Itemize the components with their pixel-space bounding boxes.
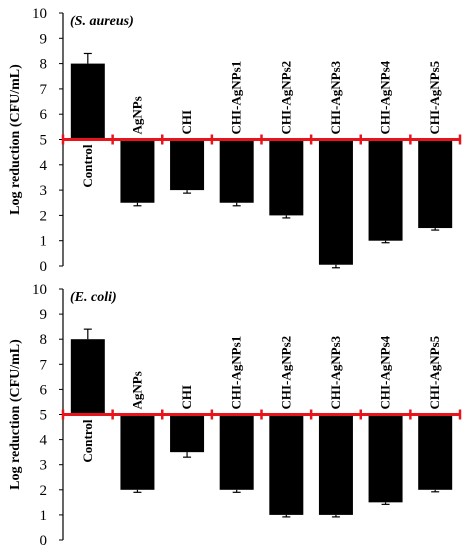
panel-1-category-label-3: CHI	[179, 110, 194, 135]
panel-1-bar-2	[120, 139, 155, 203]
panel-2-y-tick-label: 6	[40, 382, 48, 398]
panel-2-category-label-7: CHI-AgNPs4	[378, 335, 393, 409]
panel-1-y-tick-label: 0	[40, 259, 48, 275]
panel-2-bar-2	[120, 414, 155, 490]
panel-1-title: (S. aureus)	[70, 14, 134, 29]
panel-1-y-axis-label: Log reduction (CFU/mL)	[8, 64, 23, 215]
panel-1-category-label-2: AgNPs	[129, 96, 144, 134]
panel-1-bar-7	[368, 139, 403, 241]
panel-2-y-tick-label: 7	[40, 357, 48, 373]
panel-2-category-label-8: CHI-AgNPs5	[427, 335, 442, 409]
panel-1-category-label-8: CHI-AgNPs5	[427, 60, 442, 134]
panel-2-category-label-1: Control	[80, 419, 95, 462]
panel-1-category-label-6: CHI-AgNPs3	[328, 60, 343, 134]
panel-2-category-label-5: CHI-AgNPs2	[278, 336, 293, 410]
panel-2-bar-8	[418, 414, 453, 490]
panel-2-bar-1	[70, 339, 105, 415]
panel-2-category-label-3: CHI	[179, 385, 194, 410]
panel-1-bar-5	[269, 139, 304, 216]
panel-2-y-tick-label: 5	[40, 408, 48, 424]
panel-2-bar-6	[318, 414, 353, 515]
panel-1-bar-3	[170, 139, 205, 191]
panel-2-y-tick-label: 2	[40, 483, 48, 499]
panel-2-bar-3	[170, 414, 205, 453]
panel-1-category-label-5: CHI-AgNPs2	[278, 61, 293, 135]
panel-2-y-tick-label: 3	[40, 458, 48, 474]
panel-2-y-tick-label: 1	[40, 508, 48, 524]
panel-1-y-tick-label: 3	[40, 183, 48, 199]
panel-1-y-tick-label: 8	[40, 57, 48, 73]
panel-1-category-label-4: CHI-AgNPs1	[229, 61, 244, 135]
panel-2-bar-5	[269, 414, 304, 515]
panel-1-y-tick-label: 6	[40, 107, 48, 123]
panel-1-y-tick-label: 2	[40, 208, 48, 224]
panel-2-category-label-4: CHI-AgNPs1	[229, 336, 244, 410]
panel-2-y-tick-label: 4	[40, 433, 48, 449]
panel-1-category-label-7: CHI-AgNPs4	[378, 60, 393, 134]
panel-2-y-axis-label: Log reduction (CFU/mL)	[8, 339, 23, 490]
panel-2-y-tick-label: 8	[40, 332, 48, 348]
panel-1-y-tick-label: 10	[32, 6, 47, 22]
panel-2-title: (E. coli)	[70, 290, 117, 305]
panel-1-y-tick-label: 7	[40, 82, 48, 98]
panel-2-y-tick-label: 10	[32, 282, 47, 298]
panel-2-category-label-2: AgNPs	[129, 371, 144, 409]
panel-1-y-tick-label: 9	[40, 31, 48, 47]
panel-1-bar-8	[418, 139, 453, 229]
panel-2-category-label-6: CHI-AgNPs3	[328, 335, 343, 409]
panel-1-bar-4	[219, 139, 254, 203]
panel-1-category-label-1: Control	[80, 144, 95, 187]
panel-1-y-tick-label: 4	[40, 158, 48, 174]
panel-1-y-tick-label: 1	[40, 234, 48, 250]
panel-1-y-tick-label: 5	[40, 133, 48, 149]
panel-2-y-tick-label: 9	[40, 307, 48, 323]
panel-1-bar-1	[70, 63, 105, 140]
panel-2-y-tick-label: 0	[40, 533, 48, 549]
panel-1-bar-6	[318, 139, 353, 265]
panel-2-bar-7	[368, 414, 403, 503]
panel-2-bar-4	[219, 414, 254, 490]
